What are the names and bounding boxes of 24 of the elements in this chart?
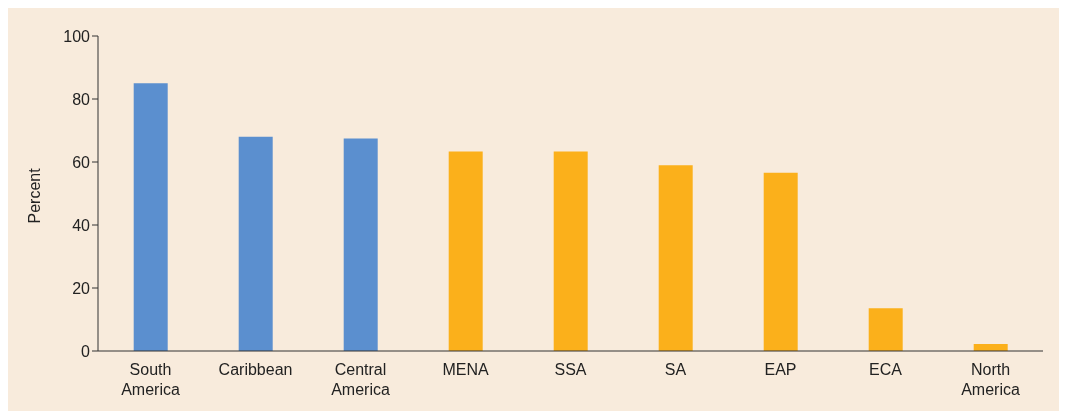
bar	[658, 165, 693, 351]
y-tick-label: 60	[72, 153, 91, 171]
bar	[763, 172, 798, 351]
x-tick-label: MENA	[442, 361, 489, 378]
bar	[448, 151, 483, 351]
x-tick-label: South America	[121, 361, 180, 398]
bar	[553, 151, 588, 351]
y-tick-label: 80	[72, 90, 91, 108]
bar	[868, 308, 903, 351]
bar	[343, 138, 378, 351]
x-tick-label: EAP	[764, 361, 797, 378]
x-tick-label: SA	[664, 361, 687, 378]
bar	[238, 136, 273, 351]
y-tick-label: 0	[81, 342, 91, 360]
bar	[133, 83, 168, 351]
x-tick-label: ECA	[869, 361, 903, 378]
x-tick-label: Caribbean	[218, 361, 293, 378]
y-tick-label: 40	[72, 216, 91, 234]
y-tick-label: 20	[72, 279, 91, 297]
x-tick-label: SSA	[554, 361, 587, 378]
x-tick-label: North America	[961, 361, 1020, 398]
y-tick-label: 100	[63, 27, 91, 45]
y-axis-title: Percent	[25, 167, 43, 224]
x-tick-label: Central America	[331, 361, 390, 398]
